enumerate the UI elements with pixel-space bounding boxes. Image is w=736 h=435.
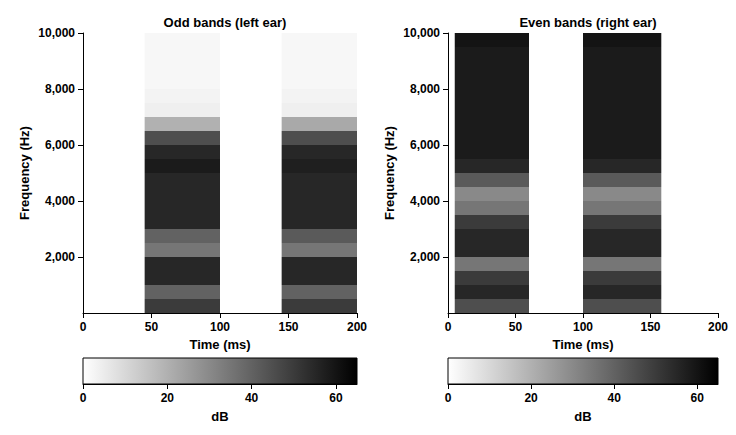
svg-text:10,000: 10,000	[403, 26, 440, 40]
svg-text:Time (ms): Time (ms)	[552, 337, 613, 352]
svg-text:50: 50	[509, 320, 523, 334]
svg-text:Frequency (Hz): Frequency (Hz)	[17, 126, 32, 220]
svg-text:0: 0	[80, 391, 87, 405]
svg-text:40: 40	[245, 391, 259, 405]
svg-text:0: 0	[445, 391, 452, 405]
svg-text:2,000: 2,000	[410, 250, 440, 264]
svg-text:20: 20	[524, 391, 538, 405]
svg-text:0: 0	[445, 320, 452, 334]
svg-text:Even bands (right ear): Even bands (right ear)	[519, 15, 656, 30]
svg-text:6,000: 6,000	[45, 138, 75, 152]
svg-text:40: 40	[607, 391, 621, 405]
svg-text:Frequency (Hz): Frequency (Hz)	[382, 126, 397, 220]
svg-text:dB: dB	[211, 409, 228, 424]
svg-text:150: 150	[640, 320, 660, 334]
svg-text:100: 100	[573, 320, 593, 334]
svg-text:60: 60	[691, 391, 705, 405]
svg-text:dB: dB	[574, 409, 591, 424]
svg-text:200: 200	[347, 320, 367, 334]
svg-text:20: 20	[161, 391, 175, 405]
svg-text:8,000: 8,000	[45, 82, 75, 96]
svg-text:Time (ms): Time (ms)	[189, 337, 250, 352]
svg-text:4,000: 4,000	[410, 194, 440, 208]
svg-text:Odd bands (left ear): Odd bands (left ear)	[164, 15, 287, 30]
svg-text:2,000: 2,000	[45, 250, 75, 264]
svg-text:6,000: 6,000	[410, 138, 440, 152]
svg-text:100: 100	[210, 320, 230, 334]
svg-text:8,000: 8,000	[410, 82, 440, 96]
svg-text:200: 200	[708, 320, 728, 334]
svg-text:10,000: 10,000	[38, 26, 75, 40]
svg-text:50: 50	[145, 320, 159, 334]
svg-text:0: 0	[80, 320, 87, 334]
svg-text:150: 150	[278, 320, 298, 334]
svg-text:4,000: 4,000	[45, 194, 75, 208]
svg-text:60: 60	[329, 391, 343, 405]
